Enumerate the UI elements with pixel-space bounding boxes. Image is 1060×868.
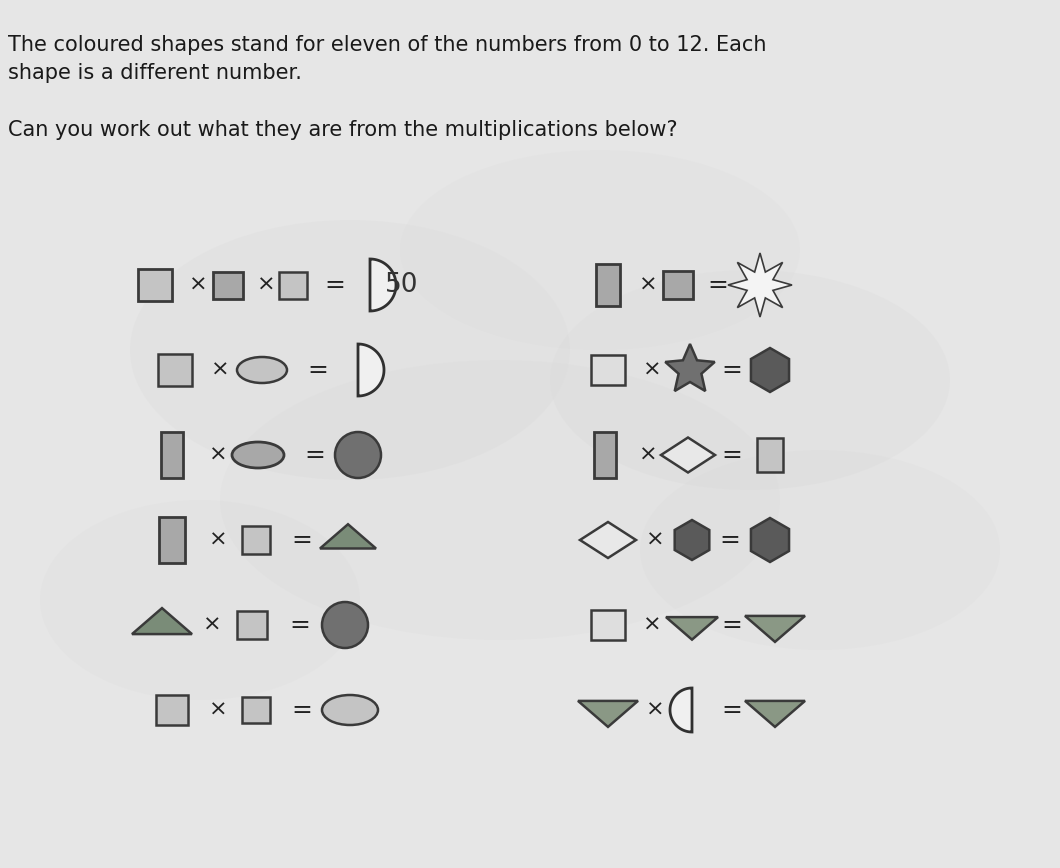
Bar (279, 272, 307, 299)
Text: ×: × (646, 700, 665, 720)
Polygon shape (670, 688, 692, 732)
Bar (156, 695, 188, 725)
Ellipse shape (232, 442, 284, 468)
Ellipse shape (550, 270, 950, 490)
Polygon shape (666, 344, 714, 391)
Bar (662, 271, 693, 299)
Text: =: = (708, 273, 728, 297)
Bar (158, 354, 192, 386)
Polygon shape (578, 700, 638, 727)
Polygon shape (728, 253, 792, 317)
Text: =: = (324, 273, 346, 297)
Ellipse shape (640, 450, 1000, 650)
Polygon shape (132, 608, 192, 635)
Text: =: = (722, 443, 742, 467)
Bar (138, 269, 172, 301)
Polygon shape (745, 700, 805, 727)
Bar (596, 264, 620, 306)
Text: The coloured shapes stand for eleven of the numbers from 0 to 12. Each: The coloured shapes stand for eleven of … (8, 35, 766, 55)
Circle shape (335, 432, 381, 478)
Polygon shape (320, 524, 376, 549)
Bar (591, 355, 625, 385)
Text: =: = (720, 528, 741, 552)
Text: ×: × (642, 615, 661, 635)
Polygon shape (750, 518, 789, 562)
Text: =: = (722, 358, 742, 382)
Text: =: = (304, 443, 325, 467)
Text: ×: × (642, 360, 661, 380)
Bar (594, 432, 616, 478)
Text: ×: × (202, 615, 222, 635)
Text: =: = (289, 613, 311, 637)
Bar (591, 610, 625, 640)
Text: ×: × (189, 275, 208, 295)
Ellipse shape (322, 695, 378, 725)
Text: ×: × (639, 445, 657, 465)
Polygon shape (370, 259, 396, 311)
Polygon shape (661, 437, 716, 472)
Polygon shape (674, 520, 709, 560)
Text: =: = (307, 358, 329, 382)
Polygon shape (666, 617, 718, 640)
Text: ×: × (209, 700, 227, 720)
Bar (159, 517, 186, 563)
Circle shape (322, 602, 368, 648)
Text: 50: 50 (385, 272, 419, 298)
Polygon shape (750, 348, 789, 392)
Bar (213, 272, 243, 299)
Polygon shape (580, 522, 636, 558)
Ellipse shape (130, 220, 570, 480)
Bar (237, 611, 267, 639)
Text: ×: × (209, 445, 227, 465)
Text: Can you work out what they are from the multiplications below?: Can you work out what they are from the … (8, 120, 677, 140)
Text: ×: × (646, 530, 665, 550)
Bar (242, 526, 270, 554)
Text: =: = (722, 698, 742, 722)
Bar (161, 432, 183, 478)
Text: ×: × (257, 275, 276, 295)
Bar (757, 438, 783, 472)
Polygon shape (358, 344, 384, 396)
Text: shape is a different number.: shape is a different number. (8, 63, 302, 83)
Polygon shape (745, 616, 805, 642)
Text: =: = (722, 613, 742, 637)
Text: ×: × (639, 275, 657, 295)
Ellipse shape (400, 150, 800, 350)
Bar (242, 697, 270, 723)
Ellipse shape (40, 500, 360, 700)
Text: =: = (292, 698, 313, 722)
Ellipse shape (237, 357, 287, 383)
Ellipse shape (220, 360, 780, 640)
Text: ×: × (211, 360, 229, 380)
Text: ×: × (209, 530, 227, 550)
Text: =: = (292, 528, 313, 552)
